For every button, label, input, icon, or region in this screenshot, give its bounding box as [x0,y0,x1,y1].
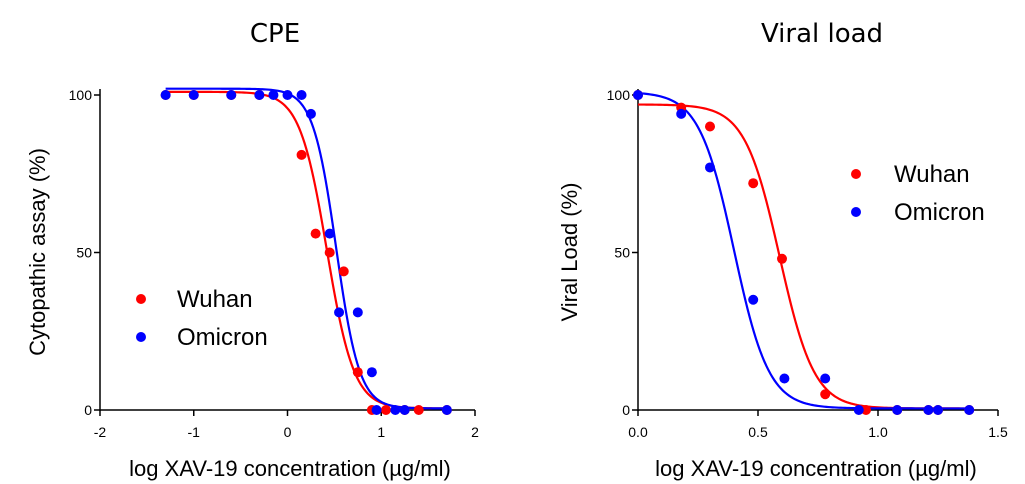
fit-curve-group [165,87,447,410]
data-point-omicron [352,307,363,318]
x-tick-label: 0.0 [628,424,648,440]
data-point-wuhan [413,405,424,415]
data-point-omicron [820,373,831,384]
data-point-wuhan [748,178,759,189]
fit-curve-omicron [165,87,447,410]
legend: Wuhan Omicron [851,161,985,226]
legend: Wuhan Omicron [136,286,268,351]
x-tick-label: 0 [284,424,292,440]
data-point-omicron [779,373,790,384]
data-point-omicron [390,405,401,415]
data-point-omicron [366,367,377,378]
x-tick-label: 1.5 [988,424,1008,440]
data-point-omicron [676,108,687,119]
tick-group: 0.0 0.5 1.0 1.5 0 50 100 [607,87,1008,440]
chart-title: Viral load [761,19,883,49]
chart-title: CPE [250,19,300,49]
data-point-omicron [268,90,279,100]
data-point-omicron [334,307,345,318]
data-point-omicron [324,228,335,239]
data-point-omicron [371,405,382,415]
x-tick-label: 1.0 [868,424,888,440]
data-point-omicron [748,294,759,305]
y-axis-title: Cytopathic assay (%) [25,148,50,356]
data-point-omicron [853,405,864,415]
legend-marker-wuhan [851,169,861,179]
point-group [160,90,452,415]
fit-curve-omicron [637,92,970,410]
data-point-omicron [226,90,237,100]
fit-curve-group [637,92,970,410]
fit-curve-wuhan [165,90,447,410]
x-tick-label: 1 [377,424,385,440]
legend-label-wuhan: Wuhan [894,161,970,188]
legend-marker-wuhan [136,294,146,304]
x-axis-title: log XAV-19 concentration (µg/ml) [129,456,451,481]
data-point-omicron [399,405,410,415]
fit-curve-wuhan [637,103,970,410]
legend-marker-omicron [851,207,861,217]
data-point-omicron [705,162,715,173]
legend-marker-omicron [136,332,146,342]
data-point-omicron [964,405,975,415]
y-tick-label: 100 [69,87,93,103]
data-point-wuhan [310,228,321,239]
data-point-wuhan [380,405,391,415]
data-point-wuhan [338,266,349,277]
y-tick-label: 50 [614,245,630,261]
data-point-wuhan [352,367,363,378]
data-point-omicron [633,90,643,100]
x-tick-label: 0.5 [748,424,768,440]
data-point-omicron [296,90,307,100]
chart-panel-cpe: CPE log XAV-19 concentration (µg/ml) Cyt… [25,19,479,481]
y-tick-label: 0 [622,402,630,418]
x-tick-label: 2 [471,424,479,440]
data-point-wuhan [777,253,787,264]
x-axis-title: log XAV-19 concentration (µg/ml) [655,456,977,481]
x-tick-label: -1 [188,424,201,440]
y-axis-title: Viral Load (%) [557,183,582,322]
legend-label-omicron: Omicron [894,199,985,226]
data-point-omicron [188,90,199,100]
chart-panel-viral-load: Viral load log XAV-19 concentration (µg/… [557,19,1008,481]
data-point-omicron [254,90,265,100]
x-tick-label: -2 [94,424,107,440]
y-tick-label: 50 [76,245,92,261]
data-point-wuhan [324,247,335,258]
data-point-omicron [923,405,934,415]
y-tick-label: 100 [607,87,631,103]
data-point-omicron [305,108,316,119]
data-point-wuhan [705,121,715,132]
data-point-omicron [282,90,293,100]
tick-group: -2 -1 0 1 2 0 50 100 [69,87,479,440]
point-group [633,90,975,415]
data-point-wuhan [820,389,831,400]
data-point-wuhan [861,405,871,415]
data-point-omicron [441,405,452,415]
data-point-wuhan [296,149,307,160]
data-point-omicron [933,405,943,415]
data-point-omicron [892,405,903,415]
legend-label-wuhan: Wuhan [177,286,253,313]
data-point-omicron [160,90,171,100]
y-tick-label: 0 [84,402,92,418]
legend-label-omicron: Omicron [177,324,268,351]
